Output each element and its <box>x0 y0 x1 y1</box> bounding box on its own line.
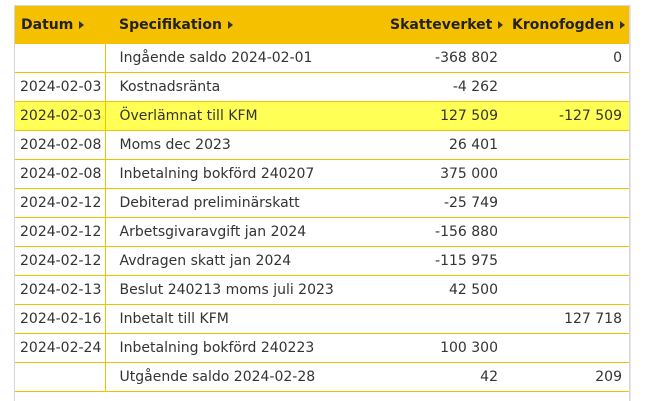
table-row: 2024-02-12 Avdragen skatt jan 2024 -115 97… <box>15 246 629 276</box>
cell-datum: 2024-02-12 <box>15 188 105 218</box>
table-row-highlighted: 2024-02-03 Överlämnat till KFM 127 509 -127… <box>15 101 629 131</box>
table-row: 2024-02-03 Kostnadsränta -4 262 <box>15 72 629 102</box>
cell-specifikation: Arbetsgivaravgift jan 2024 <box>104 217 390 247</box>
cell-specifikation: Utgående saldo 2024-02-28 <box>104 362 390 392</box>
ledger-table: Datum Specifikation Skatteverket Kronofo… <box>15 6 629 392</box>
table-row: Utgående saldo 2024-02-28 42 209 <box>15 362 629 392</box>
cell-skatteverket: 100 300 <box>390 333 512 363</box>
table-row: 2024-02-08 Inbetalning bokförd 240207 375 … <box>15 159 629 189</box>
column-header-specifikation[interactable]: Specifikation <box>105 6 390 44</box>
table-row: 2024-02-16 Inbetalt till KFM 127 718 <box>15 304 629 334</box>
cell-datum <box>15 362 105 392</box>
cell-datum: 2024-02-03 <box>15 72 105 102</box>
column-header-label: Datum <box>21 17 74 33</box>
cell-kronofogden: 127 718 <box>512 304 629 334</box>
table-row: 2024-02-24 Inbetalning bokförd 240223 100 … <box>15 333 629 363</box>
table-row: 2024-02-08 Moms dec 2023 26 401 <box>15 130 629 160</box>
table-row: Ingående saldo 2024-02-01 -368 802 0 <box>15 44 629 73</box>
cell-kronofogden <box>512 159 629 189</box>
column-header-datum[interactable]: Datum <box>15 6 105 44</box>
cell-specifikation: Kostnadsränta <box>104 72 390 102</box>
cell-skatteverket: -368 802 <box>390 44 512 73</box>
cell-specifikation: Beslut 240213 moms juli 2023 <box>104 275 390 305</box>
cell-specifikation: Avdragen skatt jan 2024 <box>104 246 390 276</box>
cell-kronofogden <box>512 333 629 363</box>
cell-kronofogden <box>512 246 629 276</box>
table-row: 2024-02-12 Debiterad preliminärskatt -25 7… <box>15 188 629 218</box>
column-header-kronofogden[interactable]: Kronofogden <box>512 6 629 44</box>
column-header-label: Skatteverket <box>390 17 493 33</box>
column-header-skatteverket[interactable]: Skatteverket <box>390 6 512 44</box>
cell-skatteverket: 375 000 <box>390 159 512 189</box>
cell-skatteverket: 26 401 <box>390 130 512 160</box>
cell-specifikation: Inbetalning bokförd 240207 <box>104 159 390 189</box>
cell-skatteverket <box>390 304 512 334</box>
sort-caret-right-icon <box>79 21 85 29</box>
cell-datum: 2024-02-24 <box>15 333 105 363</box>
cell-datum: 2024-02-03 <box>15 101 105 131</box>
cell-specifikation: Moms dec 2023 <box>104 130 390 160</box>
cell-kronofogden: -127 509 <box>512 101 629 131</box>
cell-skatteverket: 42 <box>390 362 512 392</box>
cell-datum: 2024-02-12 <box>15 217 105 247</box>
cell-skatteverket: -115 975 <box>390 246 512 276</box>
cell-specifikation: Överlämnat till KFM <box>104 101 390 131</box>
table-frame <box>14 5 630 401</box>
sort-caret-right-icon <box>620 21 626 29</box>
cell-skatteverket: -25 749 <box>390 188 512 218</box>
cell-skatteverket: -4 262 <box>390 72 512 102</box>
cell-specifikation: Debiterad preliminärskatt <box>104 188 390 218</box>
cell-kronofogden <box>512 217 629 247</box>
sort-caret-right-icon <box>227 21 233 29</box>
column-header-label: Kronofogden <box>512 17 615 33</box>
cell-specifikation: Inbetalt till KFM <box>104 304 390 334</box>
cell-specifikation: Inbetalning bokförd 240223 <box>104 333 390 363</box>
cell-skatteverket: -156 880 <box>390 217 512 247</box>
table-row: 2024-02-12 Arbetsgivaravgift jan 2024 -156… <box>15 217 629 247</box>
scroll-edge <box>630 5 644 401</box>
cell-kronofogden <box>512 275 629 305</box>
cell-kronofogden <box>512 130 629 160</box>
cell-datum: 2024-02-16 <box>15 304 105 334</box>
cell-kronofogden <box>512 72 629 102</box>
cell-datum: 2024-02-12 <box>15 246 105 276</box>
column-header-label: Specifikation <box>119 17 222 33</box>
cell-skatteverket: 127 509 <box>390 101 512 131</box>
cell-specifikation: Ingående saldo 2024-02-01 <box>104 44 390 73</box>
cell-datum: 2024-02-13 <box>15 275 105 305</box>
ledger-body: Ingående saldo 2024-02-01 -368 802 0 2024-0… <box>15 44 629 392</box>
cell-kronofogden <box>512 188 629 218</box>
cell-datum: 2024-02-08 <box>15 159 105 189</box>
table-header-row: Datum Specifikation Skatteverket Kronofo… <box>15 6 629 44</box>
cell-kronofogden: 209 <box>512 362 629 392</box>
sort-caret-right-icon <box>498 21 504 29</box>
cell-datum <box>15 44 105 73</box>
table-row: 2024-02-13 Beslut 240213 moms juli 2023 42… <box>15 275 629 305</box>
cell-kronofogden: 0 <box>512 44 629 73</box>
cell-datum: 2024-02-08 <box>15 130 105 160</box>
cell-skatteverket: 42 500 <box>390 275 512 305</box>
